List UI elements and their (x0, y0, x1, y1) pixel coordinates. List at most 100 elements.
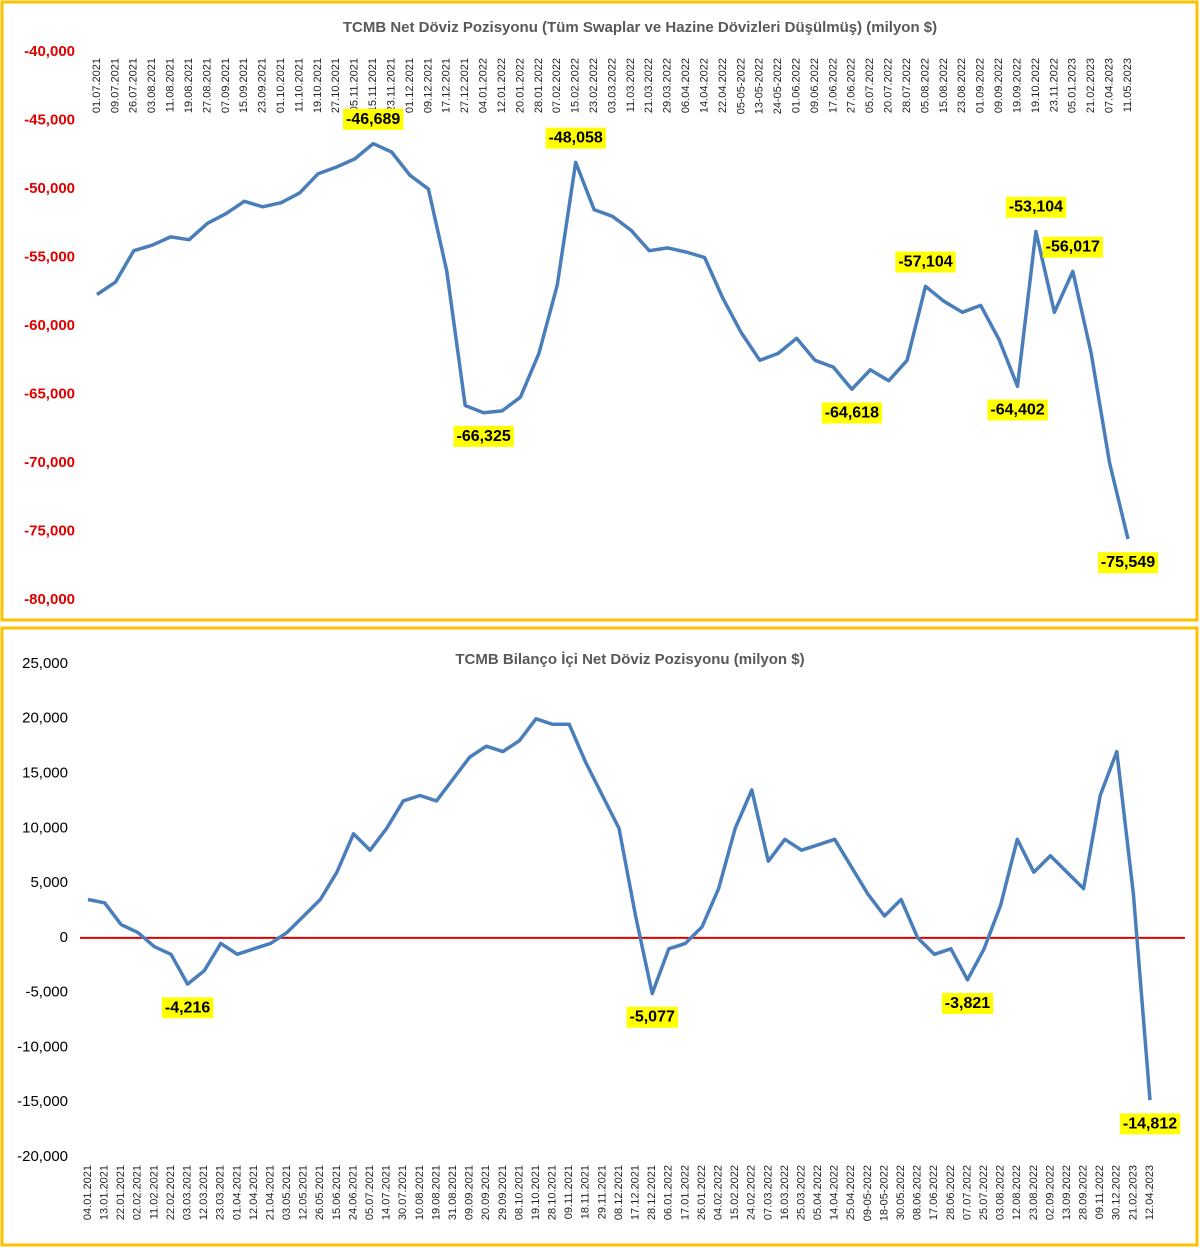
x-tick-label: 05.04.2022 (812, 1165, 824, 1220)
value-label-bg (941, 992, 994, 1014)
x-tick-label: 12.01.2022 (496, 58, 508, 113)
x-tick-label: 14.04.2022 (829, 1165, 841, 1220)
x-tick-label: 19.10.2021 (530, 1165, 542, 1220)
x-tick-label: 17.01.2022 (679, 1165, 691, 1220)
x-tick-label: 14.04.2022 (698, 58, 710, 113)
x-tick-label: 23.11.2021 (385, 58, 397, 112)
x-tick-label: 24.06.2021 (347, 1165, 359, 1220)
x-tick-label: 23.11.2022 (1048, 58, 1060, 112)
x-tick-label: 03.03.2021 (181, 1165, 193, 1220)
x-tick-label: 15.02.2022 (570, 58, 582, 113)
x-tick-label: 19.08.2021 (183, 58, 195, 113)
x-tick-label: 26.01.2022 (696, 1165, 708, 1220)
x-tick-label: 17.12.2021 (630, 1165, 642, 1220)
x-tick-label: 22.01.2021 (115, 1165, 127, 1220)
value-label: -64,618 (825, 404, 879, 421)
x-tick-label: 27.10.2021 (330, 58, 342, 113)
panel-border (0, 626, 1199, 1247)
value-label-bg (895, 251, 956, 273)
x-tick-label: 24-05-2022 (772, 58, 784, 114)
x-tick-label: 30.07.2021 (397, 1165, 409, 1220)
x-tick-label: 22.04.2022 (717, 58, 729, 113)
x-tick-label: 29.03.2022 (662, 58, 674, 113)
x-tick-label: 09.06.2022 (809, 58, 821, 113)
x-tick-label: 15.09.2021 (238, 58, 250, 113)
x-tick-label: 09-05-2022 (862, 1165, 874, 1221)
x-tick-label: 12.03.2021 (198, 1165, 210, 1220)
x-tick-label: 09.11.2021 (563, 1165, 575, 1219)
x-tick-label: 28.10.2021 (547, 1165, 559, 1220)
y-tick-label: 15,000 (22, 765, 68, 782)
x-tick-label: 27.08.2021 (201, 58, 213, 113)
value-label-bg (343, 108, 404, 130)
x-tick-label: 07.04.2023 (1103, 58, 1115, 113)
x-tick-label: 09.07.2021 (109, 58, 121, 113)
x-tick-label: 14.07.2021 (381, 1165, 393, 1220)
value-label-bg (453, 425, 514, 447)
x-tick-label: 07.03.2022 (762, 1165, 774, 1220)
x-tick-label: 25.07.2022 (978, 1165, 990, 1220)
x-tick-label: 19.10.2021 (312, 58, 324, 113)
x-tick-label: 08.06.2022 (912, 1165, 924, 1220)
x-tick-label: 17.06.2022 (928, 1165, 940, 1220)
x-tick-label: 23.08.2022 (1028, 1165, 1040, 1220)
value-label: -14,812 (1123, 1115, 1177, 1132)
chart-title: TCMB Net Döviz Pozisyonu (Tüm Swaplar ve… (343, 19, 937, 36)
x-tick-label: 12.04.2023 (1144, 1165, 1156, 1220)
x-tick-label: 23.02.2022 (588, 58, 600, 113)
x-tick-label: 23.03.2021 (215, 1165, 227, 1220)
value-label-bg (1119, 1113, 1181, 1135)
x-tick-label: 12.08.2022 (1011, 1165, 1023, 1220)
x-tick-label: 08.12.2021 (613, 1165, 625, 1220)
x-tick-label: 25.03.2022 (795, 1165, 807, 1220)
x-tick-label: 05.08.2022 (919, 58, 931, 113)
value-label: -4,216 (165, 999, 210, 1016)
value-label: -46,689 (346, 111, 400, 128)
y-tick-label: 5,000 (30, 874, 68, 891)
x-tick-label: 09.12.2021 (422, 58, 434, 113)
x-tick-label: 13-05-2022 (754, 58, 766, 114)
value-label: -48,058 (549, 130, 603, 147)
x-tick-label: 01.12.2021 (404, 58, 416, 113)
x-tick-label: 28.09.2022 (1078, 1165, 1090, 1220)
value-label: -56,017 (1046, 239, 1100, 256)
value-label: -3,821 (945, 995, 990, 1012)
x-tick-label: 18.11.2021 (580, 1165, 592, 1219)
x-tick-label: 28.12.2021 (646, 1165, 658, 1220)
x-tick-label: 05.01.2023 (1067, 58, 1079, 113)
x-tick-label: 29.09.2021 (497, 1165, 509, 1220)
x-tick-label: 20.09.2021 (480, 1165, 492, 1220)
value-label-bg (1042, 236, 1104, 258)
x-tick-label: 09.09.2022 (993, 58, 1005, 113)
x-tick-label: 18-05-2022 (878, 1165, 890, 1221)
x-tick-label: 26.05.2021 (314, 1165, 326, 1220)
x-tick-label: 01.06.2022 (791, 58, 803, 113)
x-tick-label: 12.04.2021 (248, 1165, 260, 1220)
x-tick-label: 27.06.2022 (846, 58, 858, 113)
x-tick-label: 30.12.2022 (1111, 1165, 1123, 1220)
x-tick-label: 15.06.2021 (331, 1165, 343, 1220)
x-tick-label: 02.09.2022 (1044, 1165, 1056, 1220)
value-label-bg (161, 997, 214, 1019)
x-tick-label: 04.02.2022 (712, 1165, 724, 1220)
x-tick-label: 01.04.2021 (231, 1165, 243, 1220)
x-tick-label: 28.01.2022 (533, 58, 545, 113)
x-tick-label: 21.02.2023 (1127, 1165, 1139, 1220)
x-tick-label: 11.02.2021 (148, 1165, 160, 1219)
x-tick-label: 07.07.2022 (961, 1165, 973, 1220)
y-tick-label: 0 (60, 929, 68, 946)
x-tick-label: 12.05.2021 (298, 1165, 310, 1220)
value-label-bg (626, 1006, 678, 1028)
x-tick-label: 26.07.2021 (128, 58, 140, 113)
x-tick-label: 05-05-2022 (735, 58, 747, 114)
y-tick-label: -70,000 (24, 454, 75, 471)
value-label: -66,325 (456, 428, 510, 445)
y-tick-label: -15,000 (17, 1093, 68, 1110)
x-tick-label: 23.08.2022 (956, 58, 968, 113)
x-tick-label: 08.10.2021 (513, 1165, 525, 1220)
x-tick-label: 09.09.2021 (464, 1165, 476, 1220)
x-tick-label: 07.09.2021 (220, 58, 232, 113)
x-tick-label: 30.05.2022 (895, 1165, 907, 1220)
x-tick-label: 01.10.2021 (275, 58, 287, 113)
